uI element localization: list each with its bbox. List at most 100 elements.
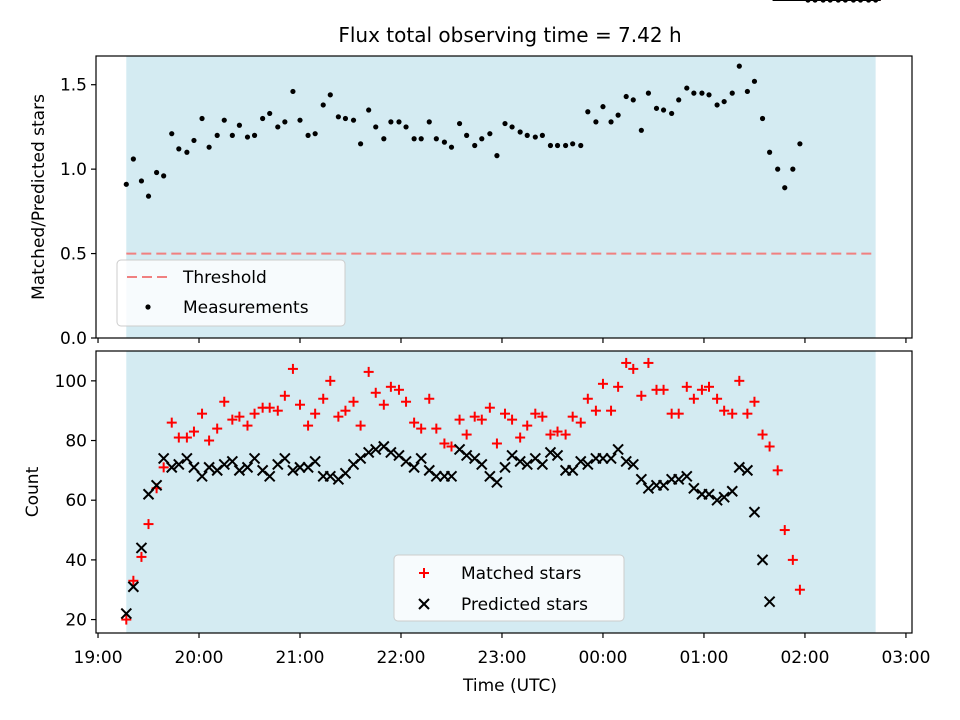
matched-stars-point <box>197 408 208 419</box>
matched-stars-point <box>121 614 132 625</box>
predicted-stars-point <box>763 595 776 608</box>
measurement-point <box>517 129 523 135</box>
predicted-stars-point <box>218 458 230 471</box>
matched-stars-point <box>158 462 169 473</box>
matched-stars-point <box>522 420 533 431</box>
matched-stars-point <box>227 414 238 425</box>
matched-stars-point <box>507 414 518 425</box>
measurement-point <box>206 144 212 150</box>
matched-stars-point <box>385 381 396 392</box>
matched-stars-point <box>181 432 192 443</box>
predicted-stars-point <box>681 470 693 483</box>
x-tick-label: 20:00 <box>175 648 224 668</box>
measurement-point <box>320 102 326 108</box>
matched-stars-point <box>461 429 472 440</box>
matched-stars-point <box>590 405 601 416</box>
predicted-stars-point <box>248 452 261 465</box>
measurement-point <box>130 156 136 162</box>
measurement-point <box>630 97 636 103</box>
predicted-stars-point <box>157 452 170 465</box>
predicted-legend-swatch <box>418 598 430 610</box>
measurement-point <box>563 142 569 149</box>
measurement-point <box>653 105 660 111</box>
predicted-stars-point <box>415 452 427 465</box>
matched-stars-point <box>416 423 427 434</box>
matched-stars-point <box>575 417 586 428</box>
matched-stars-point <box>484 402 495 413</box>
matched-stars-point <box>401 396 412 407</box>
measurement-point <box>593 119 599 125</box>
measurement-point <box>260 115 266 122</box>
measurement-point <box>547 142 554 149</box>
matched-legend-label: Matched stars <box>461 564 581 584</box>
predicted-stars-point <box>196 470 208 483</box>
measurement-point <box>554 142 561 149</box>
matched-stars-point <box>613 381 624 392</box>
measurement-point <box>797 141 803 147</box>
matched-stars-point <box>393 384 404 395</box>
ratio-legend-box <box>116 259 346 327</box>
measurement-point <box>494 153 500 159</box>
matched-stars-point <box>734 375 745 386</box>
measurement-point <box>350 117 357 123</box>
ratio-panel: 0.0 0.5 1.0 1.5 Matched/Predicted stars Thr… <box>29 0 913 349</box>
measurement-point <box>184 149 190 155</box>
matched-stars-point <box>143 519 154 530</box>
matched-stars-point <box>128 575 139 586</box>
predicted-stars-point <box>241 461 254 474</box>
matched-stars-point <box>439 438 450 449</box>
predicted-stars-point <box>688 482 700 494</box>
measurement-point <box>532 134 538 140</box>
matched-stars-point <box>378 399 389 410</box>
measurement-point <box>539 132 545 138</box>
chart-title: Flux total observing time = 7.42 h <box>338 23 681 47</box>
measurement-point <box>676 97 682 103</box>
predicted-stars-point <box>756 554 769 566</box>
measurement-point <box>645 90 652 96</box>
matched-stars-point <box>370 387 381 398</box>
measurement-point <box>578 142 584 149</box>
matched-stars-point <box>582 393 593 404</box>
predicted-stars-point <box>733 461 746 474</box>
predicted-stars-point <box>408 461 420 474</box>
measurement-point <box>714 102 720 108</box>
matched-stars-point <box>295 399 305 410</box>
measurement-point <box>464 132 470 138</box>
predicted-stars-point <box>657 479 670 491</box>
count-legend-box <box>393 554 625 622</box>
predicted-stars-point <box>635 473 648 486</box>
matched-stars-point <box>545 429 556 440</box>
matched-stars-point <box>303 420 314 431</box>
predicted-stars-point <box>627 458 639 471</box>
predicted-stars-point <box>150 479 163 491</box>
count-panel: 20 40 60 80 100 19:00 20:00 21:00 22:00 23:00 00:… <box>23 0 930 696</box>
x-tick-label: 03:00 <box>881 648 930 668</box>
matched-stars-point <box>234 411 245 422</box>
measurements-legend-label: Measurements <box>183 298 309 318</box>
measurement-point <box>736 63 742 69</box>
predicted-stars-point <box>135 542 148 554</box>
y-tick-label: 40 <box>65 551 87 571</box>
measurement-point <box>169 131 175 137</box>
predicted-stars-point <box>233 464 246 477</box>
ratio-y-ticks: 0.0 0.5 1.0 1.5 <box>60 76 96 349</box>
y-tick-label: 1.0 <box>60 160 87 180</box>
matched-stars-point <box>515 432 526 443</box>
measurement-point <box>585 109 591 115</box>
measurement-point <box>267 110 273 117</box>
measurement-point <box>691 90 697 96</box>
matched-stars-point <box>719 405 730 416</box>
measurement-point <box>782 185 788 191</box>
matched-stars-point <box>219 396 230 407</box>
matched-stars-point <box>136 551 147 562</box>
matched-stars-point <box>500 408 511 419</box>
matched-stars-point <box>597 378 608 389</box>
predicted-stars-point <box>400 455 412 468</box>
matched-stars-point <box>310 408 321 419</box>
measurement-point <box>251 132 258 138</box>
measurement-point <box>699 90 705 96</box>
ratio-y-axis-label: Matched/Predicted stars <box>29 94 49 300</box>
measurement-point <box>312 131 318 137</box>
y-tick-label: 100 <box>55 372 87 392</box>
predicted-stars-point <box>263 470 276 483</box>
